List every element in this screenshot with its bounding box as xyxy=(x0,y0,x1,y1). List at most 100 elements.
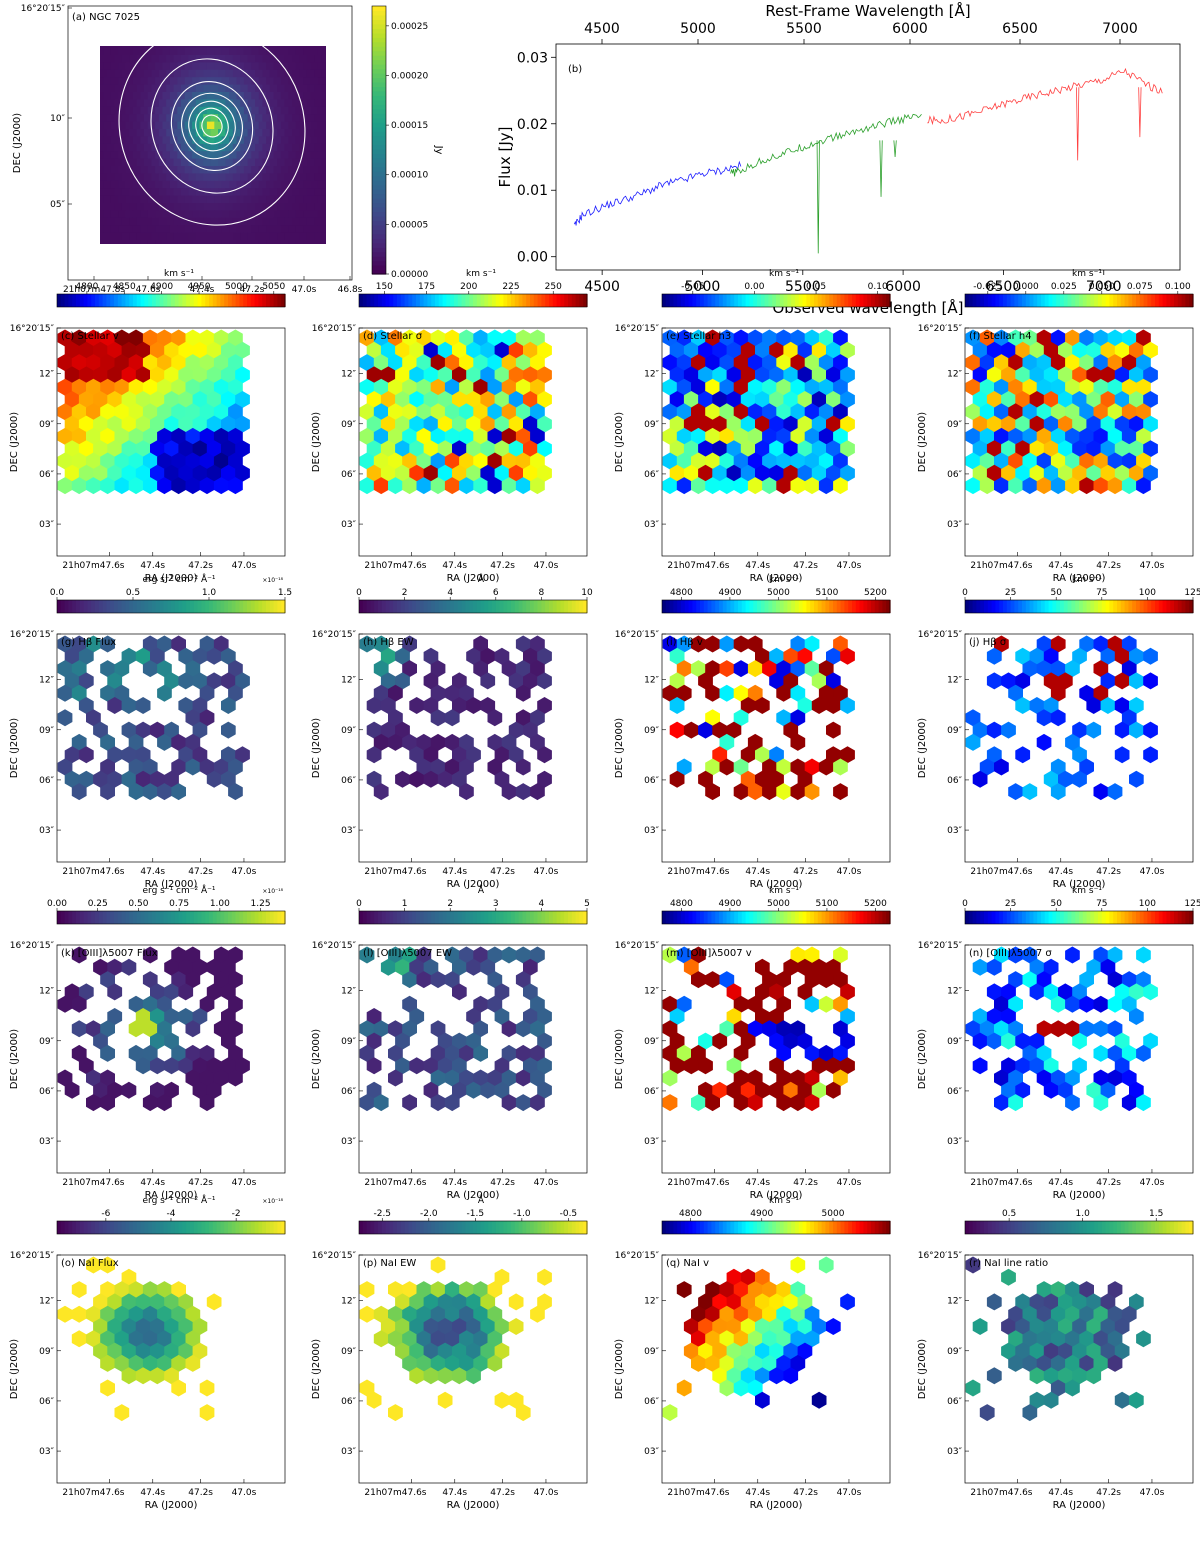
hex-spaxel xyxy=(826,440,841,458)
colorbar-segment xyxy=(372,260,386,266)
hex-spaxel xyxy=(1015,647,1031,665)
colorbar-segment xyxy=(400,600,406,613)
hex-spaxel xyxy=(1100,1293,1116,1311)
pixel xyxy=(203,69,211,78)
colorbar-segment xyxy=(76,911,81,924)
pixel xyxy=(262,46,271,48)
colorbar-segment xyxy=(372,122,386,128)
hex-spaxel xyxy=(373,1020,389,1038)
pixel xyxy=(225,46,234,48)
pixel xyxy=(258,47,267,56)
hex-spaxel xyxy=(994,1069,1009,1087)
colorbar-segment xyxy=(692,294,697,307)
hex-spaxel xyxy=(662,995,678,1013)
ra-tick-label: 47.2s xyxy=(1096,561,1121,571)
hex-spaxel xyxy=(178,697,194,714)
colorbar-segment xyxy=(212,911,218,924)
pixel xyxy=(110,62,119,71)
pixel xyxy=(299,46,308,48)
pixel xyxy=(100,99,108,108)
pixel xyxy=(221,136,230,145)
hex-spaxel xyxy=(1114,647,1130,665)
pixel xyxy=(306,232,315,241)
hex-spaxel xyxy=(747,1281,763,1299)
hex-spaxel xyxy=(402,1281,417,1299)
hex-spaxel xyxy=(726,983,742,1001)
colorbar-segment xyxy=(201,294,206,307)
hex-spaxel xyxy=(972,440,988,458)
colorbar-segment xyxy=(991,1221,996,1234)
hex-spaxel xyxy=(662,635,678,653)
hex-spaxel xyxy=(515,709,531,727)
colorbar-segment xyxy=(1037,1221,1042,1234)
hex-spaxel xyxy=(776,1069,791,1087)
colorbar-segment xyxy=(247,600,252,613)
colorbar-segment xyxy=(224,1221,229,1234)
hex-spaxel xyxy=(797,366,813,384)
hex-spaxel xyxy=(515,1069,531,1087)
colorbar-segment xyxy=(190,600,195,613)
hex-spaxel xyxy=(1129,672,1144,690)
colorbar-segment xyxy=(522,294,527,307)
colorbar-segment xyxy=(457,600,463,613)
colorbar-segment xyxy=(372,126,386,132)
colorbar-segment xyxy=(836,294,842,307)
hex-spaxel xyxy=(986,341,1002,359)
hex-spaxel xyxy=(965,709,981,727)
hex-spaxel xyxy=(206,958,222,976)
colorbar-segment xyxy=(1010,600,1015,613)
hex-spaxel xyxy=(769,1032,784,1050)
hex-spaxel xyxy=(459,684,474,702)
hex-spaxel xyxy=(530,1069,545,1087)
pixel xyxy=(173,158,182,167)
colorbar-segment xyxy=(1033,911,1038,924)
hex-spaxel xyxy=(366,440,382,458)
hex-spaxel xyxy=(1114,1318,1130,1335)
pixel xyxy=(251,180,260,189)
hex-spaxel xyxy=(107,341,123,359)
hex-spaxel xyxy=(78,697,94,714)
panel-title: (p) NaI EW xyxy=(363,1258,416,1269)
pixel xyxy=(288,92,297,100)
pixel xyxy=(295,92,304,100)
hex-spaxel xyxy=(1079,329,1094,347)
hex-spaxel xyxy=(826,464,841,482)
pixel xyxy=(100,84,108,93)
colorbar-segment xyxy=(389,1221,394,1234)
pixel xyxy=(162,92,171,100)
pixel xyxy=(247,129,256,137)
colorbar-segment xyxy=(492,294,497,307)
hex-spaxel xyxy=(776,1330,791,1348)
hex-spaxel xyxy=(1107,946,1123,964)
hex-spaxel xyxy=(726,1318,742,1335)
colorbar-segment xyxy=(1086,911,1091,924)
hex-spaxel xyxy=(804,1094,820,1112)
colorbar-segment xyxy=(281,600,286,613)
pixel xyxy=(147,240,156,244)
hex-spaxel xyxy=(1036,403,1052,421)
colorbar-tick-label: -0.5 xyxy=(560,1209,578,1219)
colorbar-segment xyxy=(730,600,735,613)
colorbar-segment xyxy=(57,294,62,307)
pixel xyxy=(125,166,134,174)
colorbar-segment xyxy=(404,600,409,613)
pixel xyxy=(177,151,186,159)
pixel xyxy=(284,188,293,196)
colorbar-segment xyxy=(1143,1221,1148,1234)
hex-spaxel xyxy=(1093,378,1109,396)
hex-spaxel xyxy=(157,329,172,347)
pixel xyxy=(114,99,123,108)
hex-spaxel xyxy=(100,758,115,776)
colorbar-segment xyxy=(1151,911,1156,924)
hex-spaxel xyxy=(726,1342,742,1360)
pixel xyxy=(155,225,163,233)
colorbar-segment xyxy=(416,294,421,307)
pixel xyxy=(177,240,186,244)
colorbar-segment xyxy=(541,1221,546,1234)
hex-spaxel xyxy=(444,354,460,372)
hex-spaxel xyxy=(430,758,446,776)
dec-tick-label: 06″ xyxy=(947,776,962,786)
hex-spaxel xyxy=(178,983,194,1001)
colorbar-segment xyxy=(372,113,386,119)
hex-spaxel xyxy=(1029,697,1045,714)
